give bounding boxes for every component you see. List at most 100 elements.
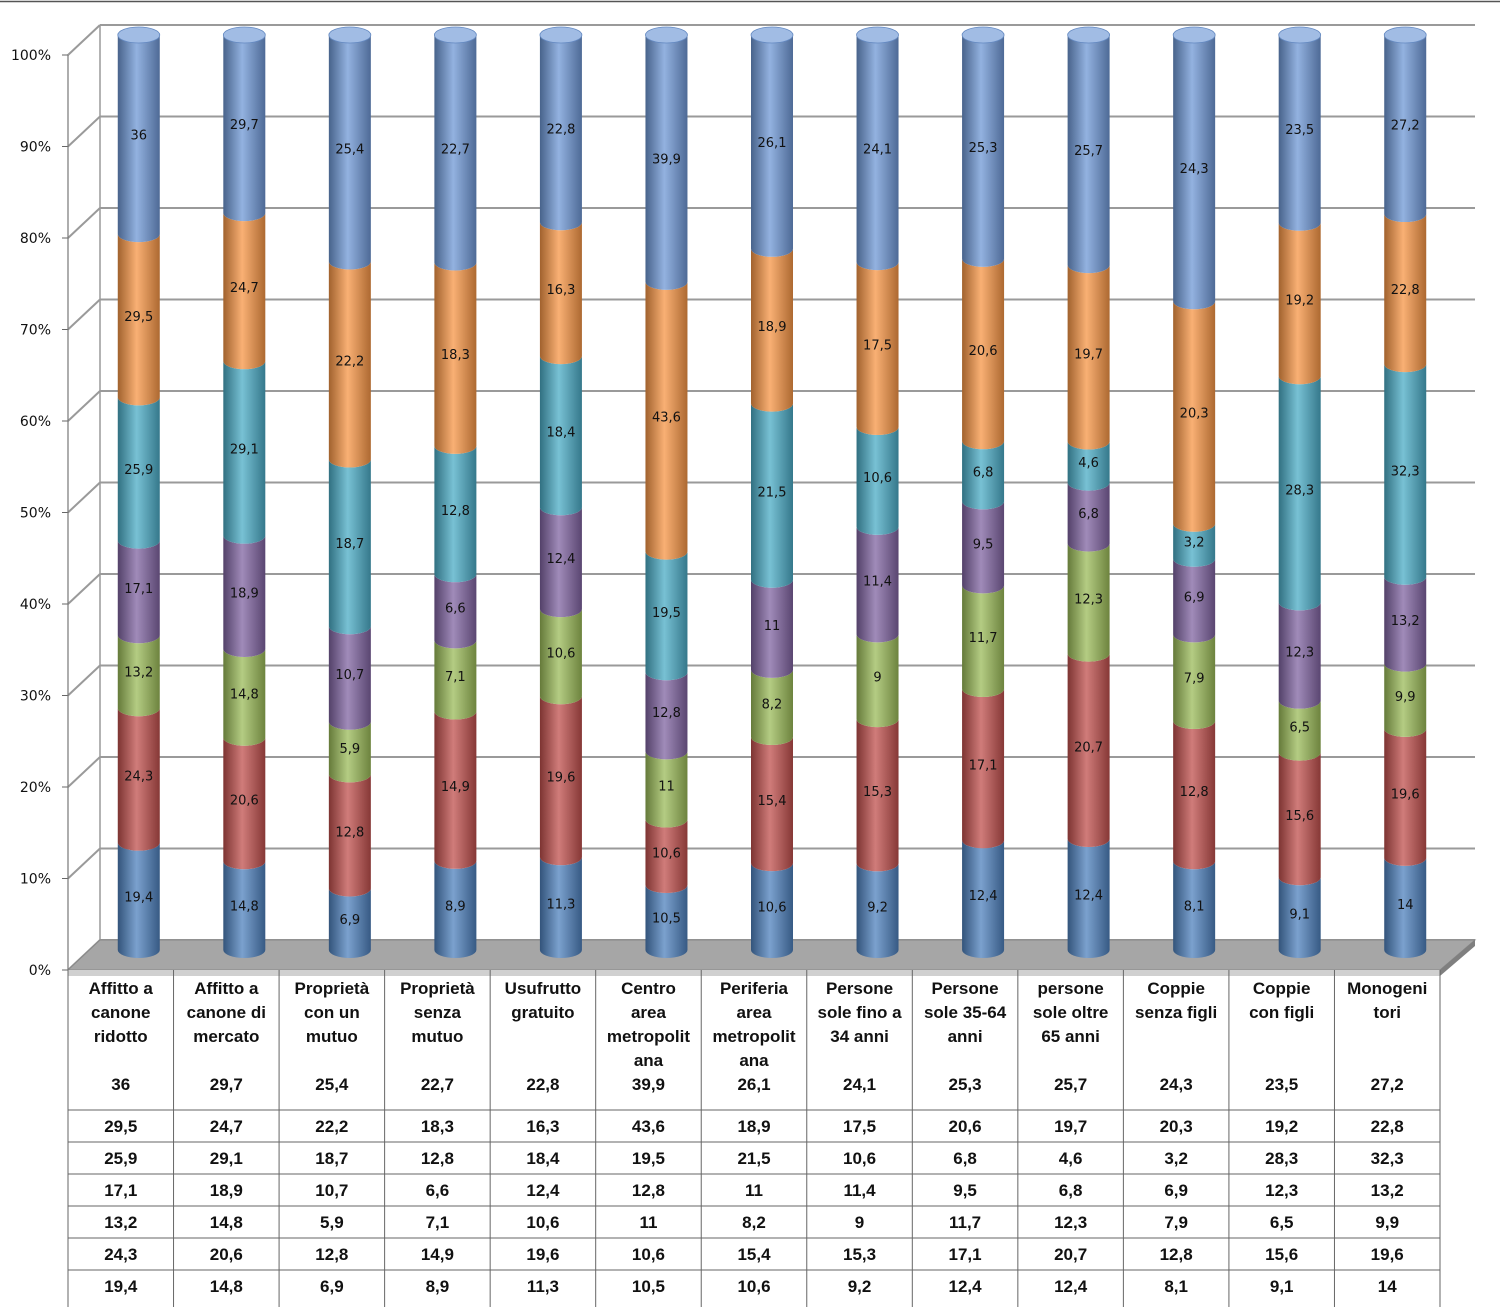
- category-label: sole 35-64: [924, 1003, 1007, 1022]
- bar-segment: [1384, 35, 1427, 223]
- bar-segment: [1067, 482, 1110, 552]
- table-cell: 9,9: [1375, 1213, 1399, 1232]
- data-label: 4,6: [1078, 456, 1099, 471]
- data-label: 5,9: [340, 742, 361, 757]
- bar-stack: [222, 26, 266, 958]
- bar-segment: [434, 860, 477, 958]
- category-label: Proprietà: [400, 979, 475, 998]
- category-label: sole fino a: [817, 1003, 902, 1022]
- category-label: area: [631, 1003, 667, 1022]
- bar-segment: [645, 35, 688, 290]
- table-cell: 22,2: [315, 1117, 348, 1136]
- data-label: 22,8: [546, 123, 575, 138]
- data-label: 8,2: [762, 697, 783, 712]
- bar-segment: [856, 427, 899, 535]
- data-label: 6,6: [445, 601, 466, 616]
- table-cell: 11,4: [843, 1181, 876, 1200]
- bar-segment: [117, 842, 160, 958]
- table-cell: 17,5: [843, 1117, 876, 1136]
- data-label: 14,8: [230, 687, 259, 702]
- bar-segment: [539, 507, 582, 618]
- bar-segment: [856, 526, 899, 643]
- table-cell: 15,3: [843, 1245, 876, 1264]
- data-label: 18,4: [546, 426, 575, 441]
- bars: [117, 26, 1427, 958]
- bar-segment: [223, 737, 266, 870]
- category-label: sole oltre: [1033, 1003, 1109, 1022]
- data-label: 12,3: [1285, 646, 1314, 661]
- data-label: 24,7: [230, 281, 259, 296]
- category-label: ridotto: [94, 1027, 148, 1046]
- category-label: mutuo: [411, 1027, 463, 1046]
- table-cell: 11,7: [949, 1213, 981, 1232]
- data-label: 9,5: [973, 537, 994, 552]
- y-tick-label: 0%: [29, 963, 51, 979]
- table-cell: 17,1: [104, 1181, 137, 1200]
- data-label: 14,8: [230, 900, 259, 915]
- data-label: 19,5: [652, 606, 681, 621]
- bar-cap: [328, 26, 372, 44]
- category-label: senza figli: [1135, 1003, 1217, 1022]
- table-cell: 19,2: [1265, 1117, 1298, 1136]
- bar-segment: [1173, 558, 1216, 643]
- table-cell: 8,1: [1164, 1277, 1188, 1296]
- table-cell: 9: [855, 1213, 864, 1232]
- bar-segment: [117, 35, 160, 243]
- table-cell: 29,5: [104, 1117, 137, 1136]
- bar-segment: [1384, 214, 1427, 373]
- data-label: 29,1: [230, 442, 259, 457]
- bar-segment: [645, 281, 688, 560]
- table-cell: 28,3: [1265, 1149, 1298, 1168]
- data-label: 29,7: [230, 118, 259, 133]
- data-label: 14,9: [441, 780, 470, 795]
- bar-segment: [1278, 35, 1321, 231]
- category-label: 34 anni: [830, 1027, 889, 1046]
- data-label: 19,6: [546, 771, 575, 786]
- table-cell: 17,1: [949, 1245, 982, 1264]
- data-label: 15,3: [863, 785, 892, 800]
- table-cell: 12,3: [1265, 1181, 1298, 1200]
- bar-segment: [539, 696, 582, 866]
- data-table: Affitto a canone ridotto Affitto a canone di…: [67, 970, 1441, 1307]
- segment-labels: 19,4 24,3 13,2 17,1 25,9 29,5 36 14,8 20,6 14,8 18…: [124, 118, 1419, 928]
- data-label: 10,6: [546, 647, 575, 662]
- data-label: 36: [130, 129, 147, 144]
- bar-segment: [223, 361, 266, 544]
- bar-stack: [856, 26, 899, 958]
- bar-stack: [1278, 26, 1322, 958]
- bar-cap: [539, 26, 583, 44]
- data-label: 22,8: [1391, 283, 1420, 298]
- data-label: 24,3: [124, 769, 153, 784]
- table-cell: 7,9: [1164, 1213, 1188, 1232]
- bar-segment: [117, 635, 160, 717]
- data-label: 24,3: [1180, 162, 1209, 177]
- table-cell: 21,5: [737, 1149, 770, 1168]
- bar-segment: [117, 397, 160, 549]
- bar-stack: [1383, 26, 1427, 958]
- bar-segment: [434, 640, 477, 720]
- category-label: anni: [948, 1027, 983, 1046]
- table-cell: 6,8: [953, 1149, 977, 1168]
- gridline-side: [67, 481, 101, 514]
- data-label: 20,6: [230, 793, 259, 808]
- bar-segment: [223, 648, 266, 746]
- bar-segment: [962, 441, 1005, 510]
- table-cell: 23,5: [1265, 1075, 1298, 1094]
- data-label: 26,1: [758, 136, 787, 151]
- bar-segment: [645, 885, 688, 958]
- category-label: Affitto a: [89, 979, 154, 998]
- bar-segment: [1278, 602, 1321, 709]
- category-label: Coppie: [1147, 979, 1205, 998]
- table-cell: 24,7: [210, 1117, 243, 1136]
- bar-segment: [1067, 265, 1110, 450]
- bar-stack: [433, 26, 477, 958]
- category-label: mutuo: [306, 1027, 358, 1046]
- table-cell: 4,6: [1059, 1149, 1083, 1168]
- bar-segment: [962, 585, 1005, 697]
- data-label: 11: [764, 619, 781, 634]
- table-cell: 6,9: [1164, 1181, 1188, 1200]
- category-label: metropolit: [712, 1027, 795, 1046]
- bar-segment: [751, 403, 793, 588]
